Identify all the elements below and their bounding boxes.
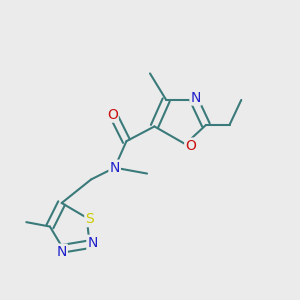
Text: O: O bbox=[107, 108, 118, 122]
Text: S: S bbox=[85, 212, 94, 226]
Text: N: N bbox=[190, 91, 201, 105]
Text: N: N bbox=[87, 236, 98, 250]
Text: O: O bbox=[185, 139, 196, 153]
Text: N: N bbox=[110, 161, 120, 175]
Text: N: N bbox=[56, 244, 67, 259]
